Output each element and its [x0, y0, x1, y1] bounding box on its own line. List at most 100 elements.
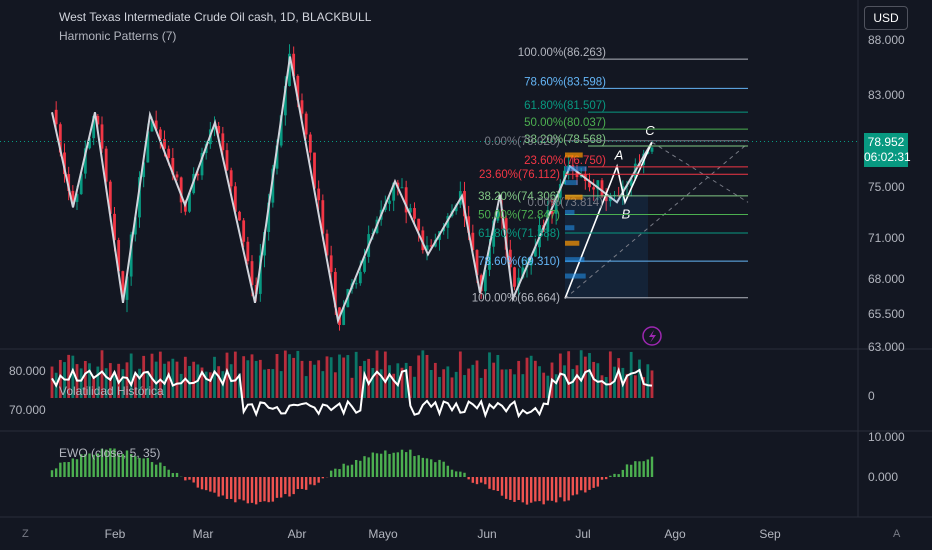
volatility-bar	[167, 361, 171, 398]
ewo-bar	[375, 453, 379, 477]
chart-title: West Texas Intermediate Crude Oil cash, …	[59, 10, 372, 24]
timezone-icon[interactable]: Z	[22, 528, 29, 540]
pattern-point-b: B	[622, 206, 631, 221]
volatility-bar	[454, 371, 458, 398]
fib-retracement-label: 78.60%(69.310)	[478, 256, 560, 268]
ewo-bar	[109, 448, 112, 477]
volatility-bar	[200, 367, 204, 398]
candle-body	[267, 202, 271, 232]
volatility-bar	[533, 360, 537, 398]
ewo-label[interactable]: EWO (close, 5, 35)	[59, 446, 161, 460]
auto-scale-icon[interactable]: A	[893, 528, 901, 540]
volatility-bar	[413, 376, 416, 398]
ewo-bar	[213, 477, 216, 493]
ewo-bar	[604, 477, 608, 480]
volume-profile-bar	[565, 166, 587, 172]
ewo-bar	[392, 452, 395, 477]
ewo-bar	[259, 477, 262, 502]
ewo-bar	[229, 477, 233, 499]
ewo-bar	[225, 477, 229, 499]
candle-body	[463, 191, 466, 217]
candle-body	[200, 152, 204, 176]
ewo-bar	[429, 459, 433, 477]
volatility-bar	[608, 351, 612, 398]
volatility-bar	[238, 373, 241, 398]
candle-body	[233, 186, 237, 212]
candle-body	[592, 187, 596, 190]
volatility-bar	[296, 350, 300, 398]
candle-body	[442, 227, 446, 232]
ewo-bar	[100, 448, 104, 477]
ewo-bar	[559, 477, 562, 498]
candle-body	[325, 233, 329, 256]
candle-body	[271, 168, 275, 203]
candle-body	[104, 148, 108, 182]
volatility-bar	[175, 361, 179, 398]
candle-body	[392, 182, 396, 201]
volatility-bar	[225, 352, 229, 398]
ewo-bar	[321, 477, 325, 479]
candle-body	[221, 133, 225, 151]
volatility-bar	[271, 369, 275, 398]
ewo-bar	[492, 477, 495, 491]
ewo-bar	[221, 477, 225, 496]
ewo-bar	[584, 477, 587, 493]
ewo-bar	[242, 477, 245, 501]
candle-body	[496, 209, 500, 221]
ewo-bar	[617, 474, 620, 477]
ewo-bar	[596, 477, 600, 487]
ewo-bar	[504, 477, 508, 499]
ewo-bar	[250, 477, 254, 503]
candle-body	[142, 162, 146, 178]
volatility-bar	[50, 366, 54, 398]
volatility-bar	[500, 369, 504, 398]
ewo-bar	[363, 456, 366, 477]
candle-body	[546, 209, 550, 232]
candle-body	[92, 115, 96, 139]
ewo-bar	[271, 477, 275, 502]
ewo-bar	[579, 477, 583, 491]
volatility-bar	[392, 373, 396, 398]
currency-button[interactable]: USD	[864, 6, 908, 30]
fib-projection-label: 100.00%(86.263)	[518, 47, 606, 59]
volatility-bar	[429, 369, 433, 398]
volatility-bar	[283, 350, 287, 398]
volatility-bar	[129, 353, 133, 398]
abc-pattern-line	[564, 141, 653, 299]
ewo-bar	[350, 464, 354, 477]
candle-body	[400, 187, 404, 189]
candle-body	[600, 180, 604, 197]
volatility-label[interactable]: Volatilidad Histórica	[59, 384, 164, 398]
volatility-bar	[425, 354, 429, 398]
candle-body	[388, 200, 391, 204]
volatility-bar	[150, 353, 154, 398]
candle-body	[413, 208, 416, 219]
volatility-bar	[375, 350, 379, 398]
price-tick-label: 83.000	[868, 88, 905, 102]
ewo-bar	[396, 452, 400, 477]
ewo-bar	[146, 457, 150, 477]
volatility-bar	[563, 365, 566, 398]
volatility-bar	[279, 371, 283, 398]
volatility-bar	[625, 373, 629, 398]
candle-body	[179, 177, 183, 203]
candle-body	[83, 148, 87, 174]
candle-body	[129, 234, 133, 277]
ewo-bar	[238, 477, 241, 500]
volatility-bars	[50, 350, 654, 398]
ewo-bar	[575, 477, 579, 495]
indicator-label[interactable]: Harmonic Patterns (7)	[59, 29, 177, 43]
candle-body	[108, 181, 112, 214]
candle-body	[596, 180, 600, 190]
volatility-bar	[96, 366, 100, 398]
candle-body	[67, 174, 71, 191]
volatility-bar	[304, 376, 308, 398]
volatility-bar	[192, 361, 196, 398]
ewo-bar	[334, 468, 337, 477]
ewo-bar	[279, 477, 283, 498]
ewo-bar	[417, 455, 420, 477]
ewo-bar	[534, 477, 537, 502]
fib-extra-label: 0.00%(73.814)	[528, 197, 604, 209]
volatility-bar	[488, 352, 491, 398]
